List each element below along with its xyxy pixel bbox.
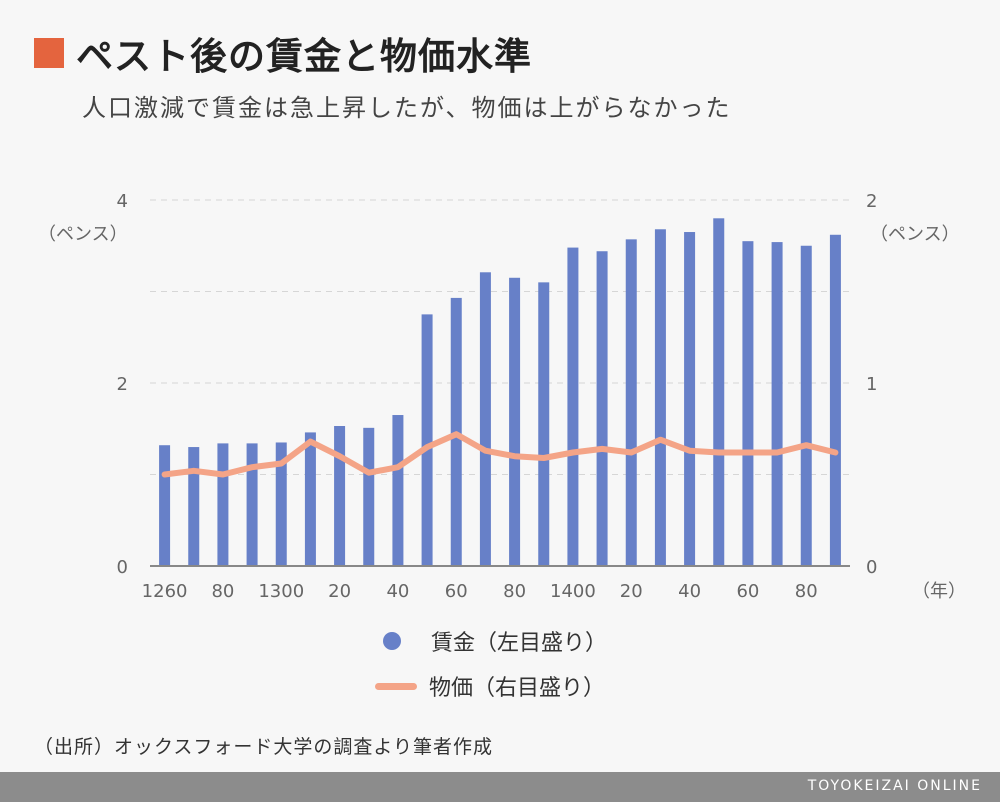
legend-line-marker-icon <box>375 682 417 690</box>
x-tick-label: 60 <box>736 581 759 602</box>
source-note: （出所）オックスフォード大学の調査より筆者作成 <box>34 736 494 758</box>
footer-bar: TOYOKEIZAI ONLINE <box>0 772 1000 802</box>
x-tick-label: 80 <box>211 581 234 602</box>
legend-label-price: 物価（右目盛り） <box>429 676 606 701</box>
legend-label-wage: 賃金（左目盛り） <box>431 631 608 656</box>
x-tick-label: 1260 <box>142 581 188 602</box>
bar <box>304 432 316 566</box>
x-tick-label: 40 <box>386 581 409 602</box>
bar <box>159 445 171 566</box>
bar <box>538 282 550 566</box>
x-tick-label: 1300 <box>258 581 304 602</box>
x-tick-label: 80 <box>503 581 526 602</box>
bar <box>684 232 696 566</box>
footer-brand: TOYOKEIZAI ONLINE <box>807 778 982 794</box>
bar <box>421 314 433 566</box>
y-tick-label-right: 1 <box>866 374 877 395</box>
x-tick-label: 1400 <box>550 581 596 602</box>
bar <box>188 447 200 566</box>
chart-title: ペスト後の賃金と物価水準 <box>76 35 532 78</box>
bar <box>509 277 521 566</box>
bar <box>713 218 725 567</box>
bar <box>392 415 404 566</box>
bar <box>742 241 754 567</box>
bar <box>596 251 608 567</box>
chart-subtitle: 人口激減で賃金は急上昇したが、物価は上がらなかった <box>82 94 732 122</box>
bar <box>363 427 375 566</box>
bar <box>829 234 841 566</box>
y-tick-label-left: 2 <box>117 374 128 395</box>
y-tick-label-right: 0 <box>866 557 877 578</box>
x-tick-label: 60 <box>445 581 468 602</box>
bar <box>800 245 812 566</box>
y-tick-label-left: 4 <box>117 191 128 212</box>
legend-item-bar: 賃金（左目盛り） <box>375 625 607 657</box>
x-tick-label: 20 <box>328 581 351 602</box>
bar <box>625 239 637 566</box>
y-tick-label-right: 2 <box>866 191 877 212</box>
bar <box>217 443 229 566</box>
x-tick-label: 40 <box>678 581 701 602</box>
price-line <box>161 431 839 478</box>
title-block: ペスト後の賃金と物価水準 <box>34 26 532 80</box>
y-tick-label-left: 0 <box>117 557 128 578</box>
legend-bar-marker-icon <box>383 632 401 650</box>
title-square-icon <box>34 38 64 68</box>
bar <box>479 272 491 566</box>
bar <box>567 247 579 566</box>
x-axis-unit: （年） <box>912 581 966 602</box>
bar <box>275 442 287 566</box>
y-axis-unit-left: （ペンス） <box>38 224 128 245</box>
bar <box>654 229 666 566</box>
bar <box>246 443 258 566</box>
bar <box>771 242 783 566</box>
x-tick-label: 80 <box>795 581 818 602</box>
bar <box>334 426 346 566</box>
y-axis-unit-right: （ペンス） <box>870 224 960 245</box>
x-tick-label: 20 <box>620 581 643 602</box>
legend-item-line: 物価（右目盛り） <box>375 670 605 702</box>
